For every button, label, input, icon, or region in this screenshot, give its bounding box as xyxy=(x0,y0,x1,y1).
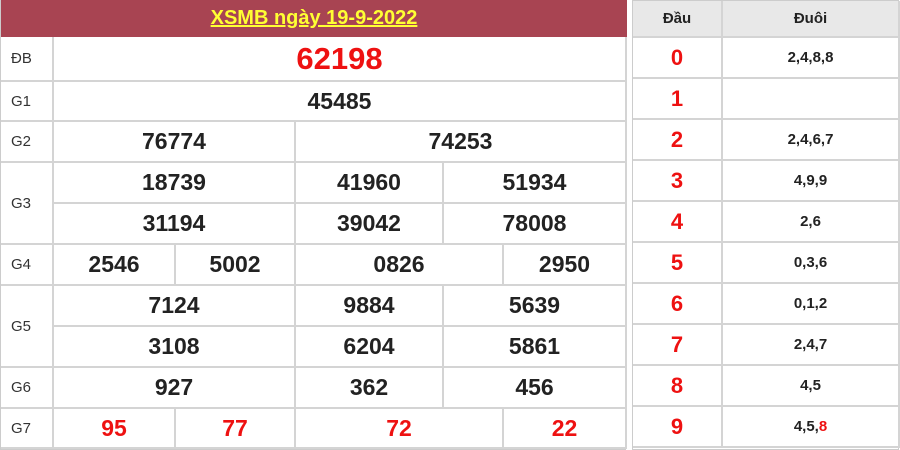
prize-label-db: ĐB xyxy=(1,37,54,82)
g3-number: 51934 xyxy=(444,163,627,204)
g5-number: 3108 xyxy=(54,327,296,368)
special-prize-number: 62198 xyxy=(54,37,627,82)
tail-column-header: Đuôi xyxy=(723,1,900,38)
loto-tail-text: 2,4,7 xyxy=(793,336,828,353)
prize-label-g6: G6 xyxy=(1,368,54,409)
loto-tail-digits: 2,6 xyxy=(723,202,900,243)
loto-tail-digits: 0,1,2 xyxy=(723,284,900,325)
loto-tail-text: 2,4,6,7 xyxy=(787,131,834,148)
loto-head-digit: 3 xyxy=(633,161,723,202)
prize-label-g2: G2 xyxy=(1,122,54,163)
g7-number: 77 xyxy=(176,409,296,449)
loto-tail-digits: 4,9,9 xyxy=(723,161,900,202)
loto-tail-highlight: 8 xyxy=(818,418,828,435)
g4-number: 2546 xyxy=(54,245,176,286)
loto-tail-digits: 2,4,7 xyxy=(723,325,900,366)
loto-head-digit: 1 xyxy=(633,79,723,120)
loto-head-digit: 7 xyxy=(633,325,723,366)
loto-head-digit: 2 xyxy=(633,120,723,161)
loto-tail-text: 0,3,6 xyxy=(793,254,828,271)
prize-label-g7: G7 xyxy=(1,409,54,449)
prize-label-g4: G4 xyxy=(1,245,54,286)
loto-tail-text: 2,6 xyxy=(800,213,821,230)
loto-head-digit: 9 xyxy=(633,407,723,448)
g5-number: 5861 xyxy=(444,327,627,368)
loto-tail-text: 0,1,2 xyxy=(793,295,828,312)
loto-tail-text: 4,5 xyxy=(800,377,821,394)
loto-tail-digits xyxy=(723,79,900,120)
results-table: XSMB ngày 19-9-2022 ĐB 62198 G1 45485 G2… xyxy=(0,0,627,450)
g2-number: 74253 xyxy=(296,122,627,163)
g3-number: 31194 xyxy=(54,204,296,245)
loto-tail-digits: 4,5 xyxy=(723,366,900,407)
loto-table: Đầu Đuôi 0 2,4,8,8 1 2 2,4,6,7 3 4,9,9 4 2,6 5 0,3… xyxy=(632,0,900,450)
g3-number: 18739 xyxy=(54,163,296,204)
g7-number: 22 xyxy=(504,409,627,449)
g3-number: 78008 xyxy=(444,204,627,245)
g3-number: 39042 xyxy=(296,204,444,245)
g1-number: 45485 xyxy=(54,82,627,122)
g5-number: 5639 xyxy=(444,286,627,327)
g6-number: 362 xyxy=(296,368,444,409)
loto-head-digit: 4 xyxy=(633,202,723,243)
loto-tail-digits: 2,4,6,7 xyxy=(723,120,900,161)
g5-number: 6204 xyxy=(296,327,444,368)
g4-number: 5002 xyxy=(176,245,296,286)
g6-number: 927 xyxy=(54,368,296,409)
loto-tail-digits: 2,4,8,8 xyxy=(723,38,900,79)
g5-number: 7124 xyxy=(54,286,296,327)
loto-tail-text: 2,4,8,8 xyxy=(787,49,834,66)
head-column-header: Đầu xyxy=(633,1,723,38)
results-title[interactable]: XSMB ngày 19-9-2022 xyxy=(1,0,627,37)
prize-label-g5: G5 xyxy=(1,286,54,368)
prize-label-g1: G1 xyxy=(1,82,54,122)
loto-head-digit: 8 xyxy=(633,366,723,407)
g4-number: 0826 xyxy=(296,245,504,286)
prize-label-g3: G3 xyxy=(1,163,54,245)
g5-number: 9884 xyxy=(296,286,444,327)
loto-tail-digits: 4,5, 8 xyxy=(723,407,900,448)
g6-number: 456 xyxy=(444,368,627,409)
loto-tail-text: 4,9,9 xyxy=(793,172,828,189)
g4-number: 2950 xyxy=(504,245,627,286)
loto-head-digit: 5 xyxy=(633,243,723,284)
g7-number: 95 xyxy=(54,409,176,449)
g3-number: 41960 xyxy=(296,163,444,204)
g2-number: 76774 xyxy=(54,122,296,163)
g7-number: 72 xyxy=(296,409,504,449)
loto-tail-digits: 0,3,6 xyxy=(723,243,900,284)
loto-tail-text: 4,5, xyxy=(793,418,819,435)
loto-head-digit: 0 xyxy=(633,38,723,79)
loto-head-digit: 6 xyxy=(633,284,723,325)
